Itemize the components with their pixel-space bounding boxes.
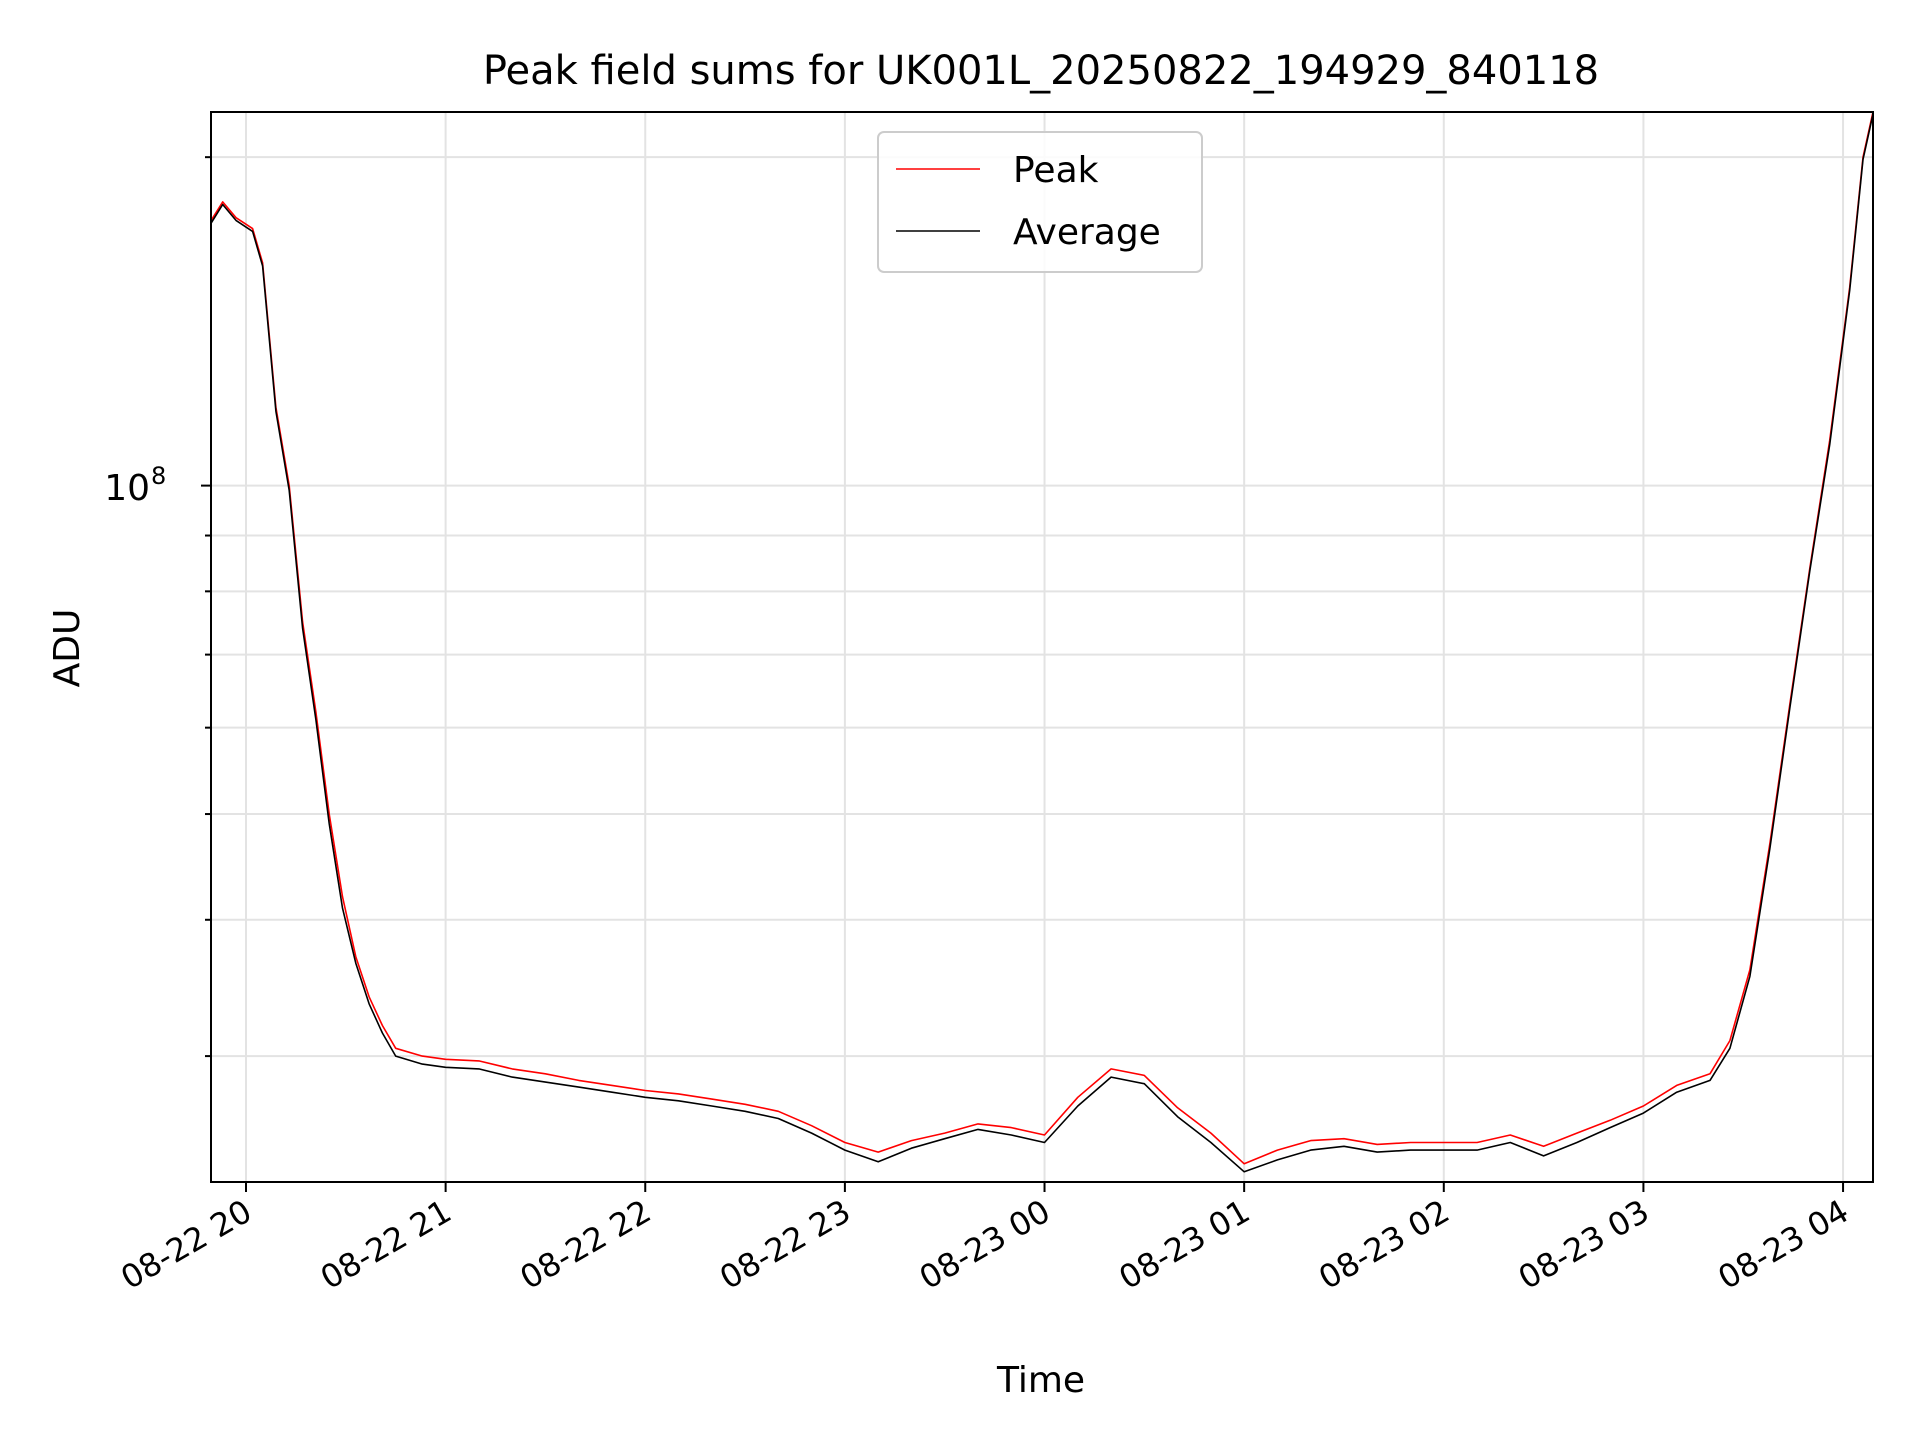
grid xyxy=(211,112,1873,1182)
series-line-peak xyxy=(211,112,1873,1165)
legend-label-average: Average xyxy=(1013,212,1161,253)
legend: Peak Average xyxy=(877,131,1203,273)
y-tick-base: 10 xyxy=(104,468,150,509)
chart-title: Peak field sums for UK001L_20250822_1949… xyxy=(483,48,1599,94)
series-line-average xyxy=(211,114,1873,1173)
plot-frame xyxy=(210,111,1874,1183)
y-axis-ticks xyxy=(201,156,211,1058)
legend-label-peak: Peak xyxy=(1013,150,1099,191)
legend-box xyxy=(877,131,1203,273)
y-axis-label: ADU xyxy=(47,609,88,688)
y-tick-label-1e8: 10 8 xyxy=(104,462,166,509)
x-axis-label: Time xyxy=(996,1360,1085,1401)
y-tick-exponent: 8 xyxy=(151,462,166,490)
series-layer xyxy=(211,112,1873,1173)
